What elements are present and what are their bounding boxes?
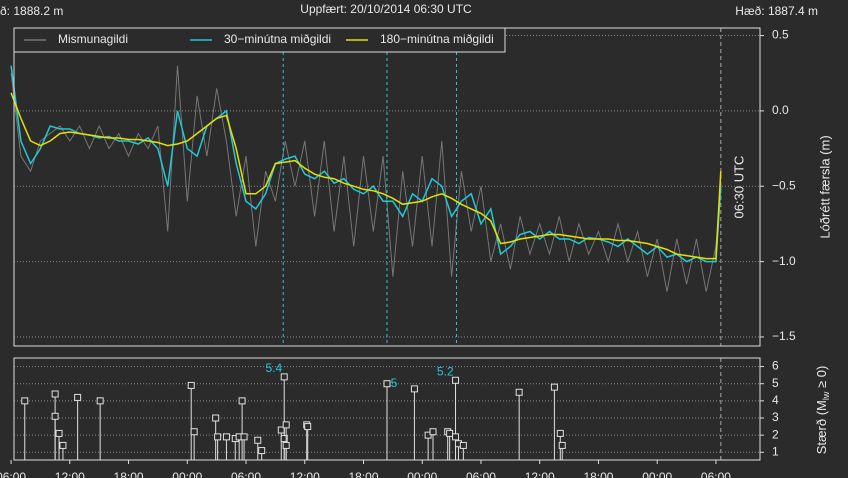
stem-marker	[282, 421, 290, 429]
stem-marker	[410, 385, 418, 393]
stem-marker	[452, 376, 460, 384]
x-tick-label: 06:00	[701, 470, 731, 478]
stem-marker	[383, 380, 391, 388]
stem-marker	[258, 447, 266, 455]
stem-marker	[459, 441, 467, 449]
y-tick-label: 4	[772, 393, 779, 407]
y-tick-label: 3	[772, 410, 779, 424]
series-line	[10, 65, 722, 292]
x-tick-label: 18:00	[114, 470, 144, 478]
x-tick-label: 00:00	[642, 470, 672, 478]
legend-label: 180−minútna miðgildi	[380, 32, 494, 46]
x-tick-label: 06:00	[0, 470, 26, 478]
legend-label: 30−minútna miðgildi	[224, 32, 331, 46]
y-tick-label: −1.0	[772, 254, 796, 268]
y-tick-label: 5	[772, 376, 779, 390]
y-tick-label: 2	[772, 427, 779, 441]
legend-label: Mismunagildi	[58, 32, 128, 46]
stem-marker	[238, 397, 246, 405]
y-tick-label: −0.5	[772, 178, 796, 192]
value-label: 5.4	[266, 361, 283, 375]
x-tick-label: 12:00	[290, 470, 320, 478]
y-tick-label: 1	[772, 444, 779, 458]
stem-marker	[212, 414, 220, 422]
y-tick-label: 6	[772, 359, 779, 373]
x-tick-label: 00:00	[407, 470, 437, 478]
stem-marker	[222, 433, 230, 441]
stem-marker	[51, 390, 59, 398]
y-tick-label: 0.5	[772, 28, 789, 42]
label-part: ≥ 0)	[814, 366, 829, 392]
stem-marker	[429, 428, 437, 436]
label-part: Stærð (M	[814, 400, 829, 454]
stem-marker	[254, 436, 262, 444]
stem-marker	[51, 412, 59, 420]
stem-marker	[187, 381, 195, 389]
stem-marker	[59, 441, 67, 449]
stem-marker	[21, 397, 29, 405]
chart-title: Uppfært: 20/10/2014 06:30 UTC	[300, 2, 472, 16]
stem-marker	[446, 429, 454, 437]
right-note: Hæð: 1887.4 m	[735, 4, 818, 18]
stem-marker	[55, 429, 63, 437]
annotation: 06:30 UTC	[731, 156, 746, 219]
stem-marker	[515, 388, 523, 396]
x-tick-label: 18:00	[583, 470, 613, 478]
stem-marker	[558, 441, 566, 449]
stem-marker	[214, 433, 222, 441]
stem-marker	[452, 433, 460, 441]
plot-frame	[13, 357, 761, 461]
stem-marker	[74, 393, 82, 401]
y-tick-label: −1.5	[772, 329, 796, 343]
x-tick-label: 06:00	[466, 470, 496, 478]
series-line	[10, 92, 722, 260]
x-tick-label: 12:00	[525, 470, 555, 478]
stem-marker	[282, 441, 290, 449]
plot-frame	[13, 27, 761, 347]
stem-marker	[280, 373, 288, 381]
x-tick-label: 12:00	[55, 470, 85, 478]
legend-box	[13, 27, 506, 53]
x-tick-label: 06:00	[231, 470, 261, 478]
value-label: 5.2	[437, 364, 454, 378]
value-label: 5	[391, 376, 398, 390]
y-tick-label: 0.0	[772, 103, 789, 117]
stem-marker	[96, 397, 104, 405]
y-axis-label: Stærð (Mlw ≥ 0)	[814, 366, 831, 455]
label-subscript: lw	[821, 391, 831, 400]
stem-marker	[240, 433, 248, 441]
stem-marker	[550, 383, 558, 391]
y-axis-label: Lóðrétt færsla (m)	[817, 135, 832, 238]
stem-marker	[280, 435, 288, 443]
x-tick-label: 18:00	[348, 470, 378, 478]
x-tick-label: 00:00	[172, 470, 202, 478]
stem-marker	[304, 423, 312, 431]
stem-marker	[190, 428, 198, 436]
stem-marker	[556, 429, 564, 437]
left-note: ð: 1888.2 m	[0, 4, 63, 18]
